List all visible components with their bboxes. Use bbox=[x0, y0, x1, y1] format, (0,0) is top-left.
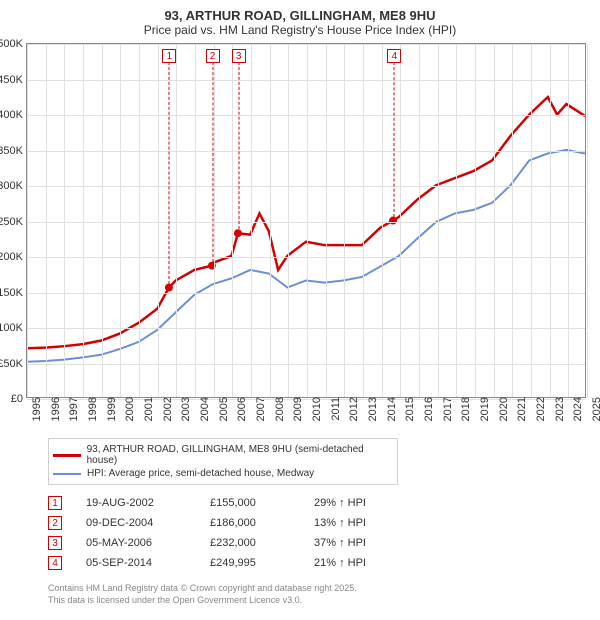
x-axis-label: 2010 bbox=[303, 397, 323, 421]
chart-title-block: 93, ARTHUR ROAD, GILLINGHAM, ME8 9HU Pri… bbox=[8, 8, 592, 37]
x-axis-label: 1995 bbox=[23, 397, 43, 421]
y-axis-label: £350K bbox=[0, 145, 27, 157]
legend-label: 93, ARTHUR ROAD, GILLINGHAM, ME8 9HU (se… bbox=[87, 444, 393, 466]
series-line-hpi bbox=[27, 150, 585, 362]
x-axis-label: 2022 bbox=[527, 397, 547, 421]
table-row: 1 19-AUG-2002 £155,000 29% ↑ HPI bbox=[48, 493, 592, 513]
x-axis-label: 2018 bbox=[452, 397, 472, 421]
tx-delta: 29% ↑ HPI bbox=[314, 497, 404, 509]
x-axis-label: 2002 bbox=[154, 397, 174, 421]
y-axis-label: £200K bbox=[0, 251, 27, 263]
x-axis-label: 2005 bbox=[210, 397, 230, 421]
marker-index-box: 2 bbox=[206, 49, 220, 63]
tx-date: 19-AUG-2002 bbox=[86, 497, 186, 509]
table-row: 4 05-SEP-2014 £249,995 21% ↑ HPI bbox=[48, 553, 592, 573]
transactions-table: 1 19-AUG-2002 £155,000 29% ↑ HPI 2 09-DE… bbox=[48, 493, 592, 573]
legend-item: HPI: Average price, semi-detached house,… bbox=[53, 467, 393, 480]
table-row: 3 05-MAY-2006 £232,000 37% ↑ HPI bbox=[48, 533, 592, 553]
y-axis-label: £400K bbox=[0, 109, 27, 121]
y-axis-label: £50K bbox=[0, 358, 27, 370]
tx-date: 05-MAY-2006 bbox=[86, 537, 186, 549]
chart-plot-area: £0£50K£100K£150K£200K£250K£300K£350K£400… bbox=[26, 43, 586, 398]
x-axis-label: 1997 bbox=[60, 397, 80, 421]
series-line-price_paid bbox=[27, 97, 585, 348]
x-axis-label: 2025 bbox=[583, 397, 600, 421]
x-axis-label: 2003 bbox=[172, 397, 192, 421]
marker-drop-line bbox=[169, 62, 170, 289]
legend-label: HPI: Average price, semi-detached house,… bbox=[87, 468, 314, 479]
x-axis-label: 2009 bbox=[284, 397, 304, 421]
legend-swatch bbox=[53, 454, 81, 457]
x-axis-label: 2023 bbox=[546, 397, 566, 421]
x-axis-label: 2015 bbox=[396, 397, 416, 421]
y-axis-label: £450K bbox=[0, 74, 27, 86]
x-axis-label: 1998 bbox=[79, 397, 99, 421]
y-axis-label: £250K bbox=[0, 216, 27, 228]
x-axis-label: 2014 bbox=[378, 397, 398, 421]
tx-delta: 37% ↑ HPI bbox=[314, 537, 404, 549]
chart-legend: 93, ARTHUR ROAD, GILLINGHAM, ME8 9HU (se… bbox=[48, 438, 398, 485]
x-axis-label: 2007 bbox=[247, 397, 267, 421]
title-line-2: Price paid vs. HM Land Registry's House … bbox=[8, 23, 592, 37]
legend-item: 93, ARTHUR ROAD, GILLINGHAM, ME8 9HU (se… bbox=[53, 443, 393, 467]
tx-price: £249,995 bbox=[210, 557, 290, 569]
x-axis-label: 2019 bbox=[471, 397, 491, 421]
footer-line: This data is licensed under the Open Gov… bbox=[48, 595, 592, 607]
x-axis-label: 2004 bbox=[191, 397, 211, 421]
footer-line: Contains HM Land Registry data © Crown c… bbox=[48, 583, 592, 595]
x-axis-label: 2024 bbox=[564, 397, 584, 421]
y-axis-label: £500K bbox=[0, 38, 27, 50]
x-axis-label: 2013 bbox=[359, 397, 379, 421]
marker-index-box: 3 bbox=[232, 49, 246, 63]
x-axis-label: 2017 bbox=[434, 397, 454, 421]
x-axis-label: 2006 bbox=[228, 397, 248, 421]
x-axis-label: 2020 bbox=[490, 397, 510, 421]
tx-date: 09-DEC-2004 bbox=[86, 517, 186, 529]
y-axis-label: £300K bbox=[0, 180, 27, 192]
x-axis-label: 2000 bbox=[116, 397, 136, 421]
tx-delta: 13% ↑ HPI bbox=[314, 517, 404, 529]
marker-index-box: 3 bbox=[48, 536, 62, 550]
legend-swatch bbox=[53, 473, 81, 475]
tx-delta: 21% ↑ HPI bbox=[314, 557, 404, 569]
y-axis-label: £150K bbox=[0, 287, 27, 299]
tx-price: £232,000 bbox=[210, 537, 290, 549]
x-axis-label: 1999 bbox=[98, 397, 118, 421]
x-axis-label: 2008 bbox=[266, 397, 286, 421]
x-axis-label: 2011 bbox=[322, 397, 342, 421]
tx-price: £186,000 bbox=[210, 517, 290, 529]
chart-svg bbox=[27, 44, 585, 397]
marker-index-box: 1 bbox=[162, 49, 176, 63]
marker-index-box: 4 bbox=[387, 49, 401, 63]
tx-date: 05-SEP-2014 bbox=[86, 557, 186, 569]
x-axis-label: 2016 bbox=[415, 397, 435, 421]
x-axis-label: 2012 bbox=[340, 397, 360, 421]
x-axis-label: 1996 bbox=[42, 397, 62, 421]
table-row: 2 09-DEC-2004 £186,000 13% ↑ HPI bbox=[48, 513, 592, 533]
x-axis-label: 2001 bbox=[135, 397, 155, 421]
title-line-1: 93, ARTHUR ROAD, GILLINGHAM, ME8 9HU bbox=[8, 8, 592, 23]
marker-index-box: 2 bbox=[48, 516, 62, 530]
y-axis-label: £100K bbox=[0, 322, 27, 334]
tx-price: £155,000 bbox=[210, 497, 290, 509]
footer-attribution: Contains HM Land Registry data © Crown c… bbox=[48, 583, 592, 606]
marker-drop-line bbox=[238, 62, 239, 234]
marker-index-box: 1 bbox=[48, 496, 62, 510]
x-axis-label: 2021 bbox=[508, 397, 528, 421]
marker-index-box: 4 bbox=[48, 556, 62, 570]
marker-drop-line bbox=[212, 62, 213, 267]
marker-drop-line bbox=[394, 62, 395, 222]
